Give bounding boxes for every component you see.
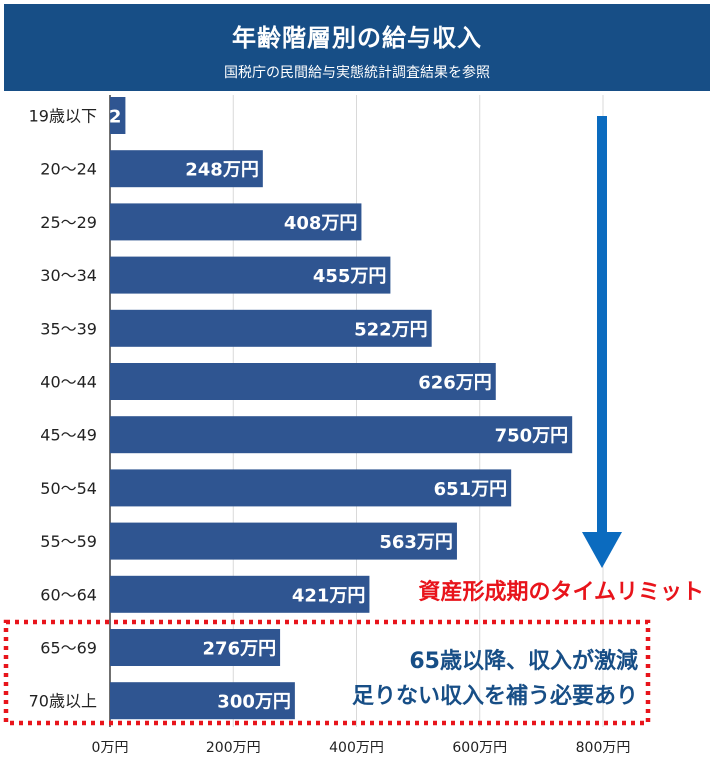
data-label: 750万円 [495, 426, 569, 447]
bar [110, 416, 573, 454]
income-drop-note: 65歳以降、収入が激減 [409, 648, 638, 674]
data-label: 248万円 [185, 160, 259, 181]
category-label: 45〜49 [40, 426, 97, 445]
bar [110, 575, 370, 613]
supplement-income-note: 足りない収入を補う必要あり [352, 683, 638, 709]
category-label: 60〜64 [40, 585, 97, 604]
bar [110, 256, 391, 294]
bar [110, 203, 362, 241]
x-tick-label: 400万円 [329, 740, 384, 756]
category-label: 20〜24 [40, 160, 97, 179]
arrow-shaft [597, 116, 607, 536]
x-tick-label: 600万円 [452, 740, 507, 756]
data-label: 2 [109, 107, 122, 128]
category-label: 19歳以下 [29, 107, 97, 126]
time-limit-note: 資産形成期のタイムリミット [418, 579, 704, 605]
category-label: 35〜39 [40, 319, 97, 338]
category-label: 40〜44 [40, 373, 97, 392]
bar [110, 682, 295, 720]
category-label: 25〜29 [40, 213, 97, 232]
chart-subtitle: 国税庁の民間給与実態統計調査結果を参照 [224, 65, 490, 81]
data-label: 276万円 [203, 639, 277, 660]
bar [110, 150, 263, 188]
data-label: 563万円 [379, 532, 453, 553]
x-tick-label: 200万円 [206, 740, 261, 756]
data-label: 408万円 [284, 213, 358, 234]
bar [110, 522, 457, 560]
data-label: 626万円 [418, 373, 492, 394]
highlight-box [3, 619, 651, 726]
bar [110, 97, 126, 134]
chart-title: 年齢階層別の給与収入 [232, 24, 482, 52]
category-label: 55〜59 [40, 532, 97, 551]
data-label: 421万円 [292, 585, 366, 606]
bar [110, 363, 496, 400]
data-label: 455万円 [313, 266, 387, 287]
category-label: 70歳以上 [29, 692, 97, 711]
bar [110, 469, 512, 507]
data-label: 651万円 [434, 479, 508, 500]
x-tick-label: 0万円 [92, 740, 129, 756]
x-tick-label: 800万円 [576, 740, 631, 756]
arrow-down-icon [582, 532, 622, 568]
chart-header: 年齢階層別の給与収入 国税庁の民間給与実態統計調査結果を参照 [4, 4, 710, 91]
category-label: 30〜34 [40, 266, 97, 285]
category-label: 65〜69 [40, 639, 97, 658]
bar [110, 309, 432, 347]
category-label: 50〜54 [40, 479, 97, 498]
data-label: 522万円 [354, 319, 428, 340]
bar [110, 629, 281, 666]
data-label: 300万円 [217, 692, 291, 713]
